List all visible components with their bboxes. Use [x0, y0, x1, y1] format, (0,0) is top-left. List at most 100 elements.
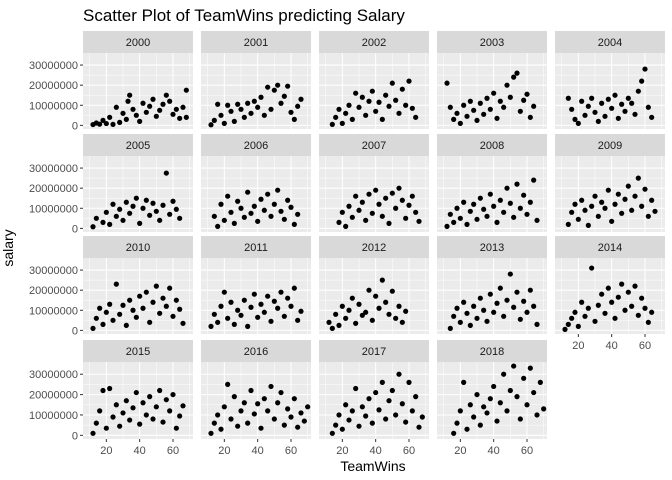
- data-point: [524, 211, 530, 217]
- data-point: [531, 389, 537, 396]
- data-point: [373, 293, 379, 299]
- data-point: [599, 291, 605, 297]
- data-point: [474, 391, 480, 398]
- data-point: [180, 320, 186, 326]
- data-point: [409, 193, 415, 199]
- data-point: [157, 387, 163, 394]
- data-point: [137, 293, 143, 299]
- data-point: [491, 203, 497, 209]
- data-point: [491, 309, 497, 315]
- data-point: [461, 299, 467, 305]
- data-point: [153, 283, 159, 289]
- data-point: [396, 303, 402, 309]
- data-point: [123, 116, 129, 122]
- data-point: [379, 213, 385, 219]
- data-point: [461, 379, 467, 385]
- data-point: [113, 213, 119, 219]
- data-point: [281, 313, 287, 319]
- data-point: [275, 187, 281, 193]
- facet-strip: [83, 31, 193, 53]
- data-point: [471, 414, 477, 420]
- facet-strip-label: 2011: [244, 242, 268, 254]
- data-point: [147, 394, 153, 400]
- facet-strip-label: 2005: [126, 140, 150, 152]
- data-point: [140, 100, 146, 106]
- data-point: [268, 106, 274, 112]
- facet-panel-2009: 2009: [555, 134, 665, 232]
- data-point: [147, 212, 153, 218]
- data-point: [403, 419, 409, 425]
- facet-strip: [83, 134, 193, 156]
- data-point: [575, 216, 581, 222]
- data-point: [645, 104, 651, 110]
- data-point: [241, 214, 247, 220]
- data-point: [511, 304, 517, 310]
- data-point: [504, 82, 510, 88]
- data-point: [215, 223, 221, 229]
- facet-strip: [437, 134, 547, 156]
- data-point: [143, 289, 149, 295]
- data-point: [143, 109, 149, 115]
- facet-strip-label: 2017: [362, 346, 386, 358]
- data-point: [291, 285, 297, 291]
- data-point: [447, 104, 453, 110]
- facet-strip-label: 2002: [362, 37, 386, 49]
- x-tick-label: 40: [134, 445, 146, 457]
- data-point: [635, 88, 641, 94]
- data-point: [642, 186, 648, 192]
- data-point: [346, 102, 352, 108]
- data-point: [150, 200, 156, 206]
- data-point: [605, 187, 611, 193]
- data-point: [163, 303, 169, 309]
- data-point: [238, 106, 244, 112]
- data-point: [301, 418, 307, 424]
- data-point: [261, 207, 267, 213]
- y-tick-label: 20000000: [29, 390, 78, 402]
- data-point: [444, 223, 450, 229]
- data-point: [393, 315, 399, 321]
- data-point: [285, 406, 291, 412]
- data-point: [497, 400, 503, 406]
- data-point: [235, 198, 241, 204]
- data-point: [177, 115, 183, 121]
- facet-strip: [201, 236, 311, 258]
- data-point: [140, 205, 146, 211]
- data-point: [599, 100, 605, 106]
- data-point: [120, 410, 126, 416]
- y-tick-label: 20000000: [29, 285, 78, 297]
- data-point: [471, 107, 477, 113]
- data-point: [295, 424, 301, 430]
- x-tick-label: 60: [285, 445, 297, 457]
- data-point: [177, 306, 183, 312]
- data-point: [160, 295, 166, 301]
- data-point: [281, 422, 287, 428]
- data-point: [369, 210, 375, 216]
- data-point: [569, 315, 575, 321]
- data-point: [589, 95, 595, 101]
- data-point: [346, 307, 352, 313]
- y-tick-label: 10000000: [29, 410, 78, 422]
- data-point: [389, 80, 395, 86]
- y-tick-label: 0: [72, 325, 78, 337]
- data-point: [265, 84, 271, 90]
- data-point: [103, 209, 109, 215]
- data-point: [481, 111, 487, 117]
- data-point: [339, 120, 345, 126]
- y-tick-label: 10000000: [29, 100, 78, 112]
- data-point: [625, 183, 631, 189]
- data-point: [208, 122, 214, 128]
- data-point: [363, 112, 369, 118]
- data-point: [484, 410, 490, 416]
- data-point: [163, 170, 169, 176]
- data-point: [173, 297, 179, 303]
- data-point: [649, 309, 655, 315]
- facet-panel-2015: 2015 0 10000000 20000000 30000000 20 40 60: [29, 340, 193, 457]
- data-point: [579, 299, 585, 305]
- data-point: [278, 100, 284, 106]
- data-point: [396, 371, 402, 377]
- data-point: [356, 423, 362, 429]
- data-point: [386, 398, 392, 404]
- data-point: [639, 78, 645, 84]
- data-point: [451, 313, 457, 319]
- data-point: [228, 209, 234, 215]
